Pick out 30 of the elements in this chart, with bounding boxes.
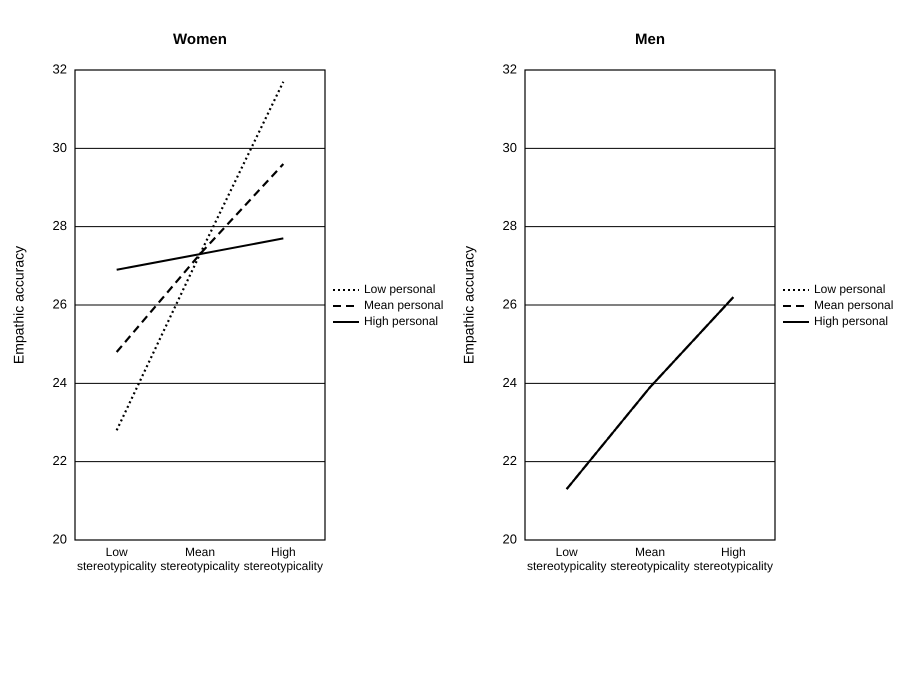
x-tick-label: High stereotypicality [694,545,774,573]
y-axis-title: Empathic accuracy [10,246,27,364]
y-axis-title: Empathic accuracy [460,246,477,364]
legend-label: Low personal [364,282,436,296]
chart-title: Men [635,30,665,48]
y-tick-label: 20 [502,531,517,546]
x-tick-label: Low stereotypicality [76,545,156,573]
y-tick-label: 32 [502,61,517,76]
x-tick-label: High stereotypicality [244,545,324,573]
legend-label: Low personal [814,282,886,296]
legend-label: High personal [814,314,888,328]
y-tick-label: 28 [52,218,67,234]
y-tick-label: 24 [52,374,67,390]
y-tick-label: 26 [52,296,67,312]
y-tick-label: 30 [52,140,67,155]
y-tick-label: 28 [502,218,517,234]
x-tick-label: Low stereotypicality [526,545,606,573]
y-tick-label: 22 [502,453,517,468]
y-tick-label: 26 [502,296,517,312]
y-tick-label: 20 [52,531,67,546]
y-tick-label: 24 [502,374,517,390]
legend-label: High personal [364,314,438,328]
y-tick-label: 30 [502,140,517,155]
chart-title: Women [173,30,227,48]
legend-label: Mean personal [364,298,444,312]
x-tick-label: Mean stereotypicality [610,545,690,573]
y-tick-label: 22 [52,453,67,468]
y-tick-label: 32 [52,61,67,76]
legend-label: Mean personal [814,298,894,312]
x-tick-label: Mean stereotypicality [160,545,240,573]
